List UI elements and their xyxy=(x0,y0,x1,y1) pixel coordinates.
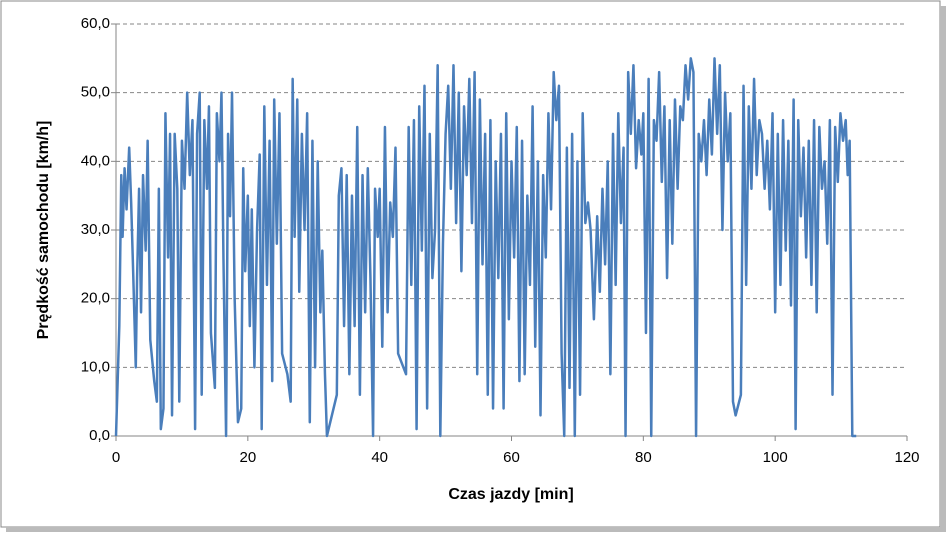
y-axis-title: Prędkość samochodu [km/h] xyxy=(35,121,52,340)
frame-shadow xyxy=(6,527,946,532)
y-tick-label: 10,0 xyxy=(81,358,110,375)
x-axis-title: Czas jazdy [min] xyxy=(448,486,573,503)
x-tick-label: 40 xyxy=(371,449,388,466)
y-tick-label: 40,0 xyxy=(81,152,110,169)
y-tick-label: 60,0 xyxy=(81,15,110,32)
x-tick-label: 60 xyxy=(503,449,520,466)
x-tick-label: 100 xyxy=(763,449,788,466)
y-tick-label: 50,0 xyxy=(81,84,110,101)
y-tick-label: 30,0 xyxy=(81,221,110,238)
x-tick-label: 20 xyxy=(239,449,256,466)
x-tick-label: 120 xyxy=(894,449,919,466)
x-tick-label: 80 xyxy=(635,449,652,466)
x-tick-label: 0 xyxy=(112,449,120,466)
y-tick-label: 20,0 xyxy=(81,290,110,307)
data-line xyxy=(114,57,857,438)
y-tick-label: 0,0 xyxy=(89,427,110,444)
frame-shadow xyxy=(940,6,946,532)
